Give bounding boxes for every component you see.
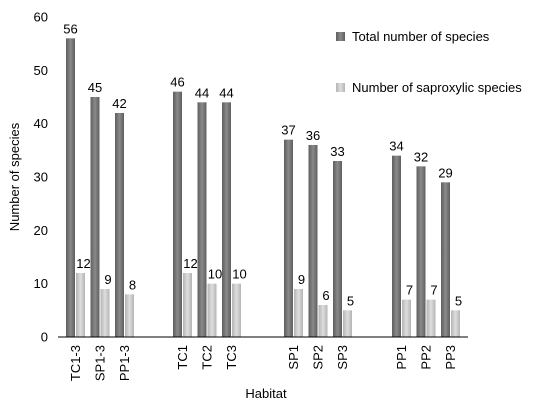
x-tick-label: TC2: [200, 345, 215, 370]
data-label: 42: [112, 96, 126, 111]
bar-saproxylic-tc1-3: [76, 273, 85, 337]
bar-total-sp2: [308, 145, 318, 337]
data-label: 34: [389, 139, 403, 154]
legend-label-saproxylic: Number of saproxylic species: [352, 80, 522, 95]
legend-swatch-total: [336, 32, 345, 41]
bar-saproxylic-sp2: [318, 305, 328, 337]
x-tick-label: TC3: [224, 345, 239, 370]
data-label: 8: [129, 277, 136, 292]
bar-saproxylic-pp1: [402, 299, 411, 337]
bar-total-sp3: [333, 161, 342, 337]
data-label: 6: [322, 288, 329, 303]
data-label: 56: [63, 21, 77, 36]
legend-swatch-saproxylic: [336, 83, 345, 92]
data-label: 32: [414, 149, 428, 164]
legend: Total number of species Number of saprox…: [336, 29, 522, 95]
bar-saproxylic-sp3: [343, 310, 352, 337]
y-tick-label: 30: [34, 170, 48, 185]
y-tick-label: 50: [34, 63, 48, 78]
x-tick-label: SP1: [286, 345, 301, 370]
bar-saproxylic-pp1-3: [125, 294, 134, 337]
data-labels: 56 12 45 9 42 8 46 12 44 10 44 10 37 9 36 6 33 5 34 7 32 7 29 5: [63, 21, 462, 308]
x-tick-label: SP2: [311, 345, 326, 370]
data-label: 9: [104, 272, 111, 287]
bar-total-tc1-3: [66, 38, 75, 337]
x-tick-label: PP1: [394, 345, 409, 370]
x-tick-label: SP1-3: [93, 345, 108, 381]
data-label: 10: [232, 267, 246, 282]
x-tick-label: TC1-3: [68, 345, 83, 381]
bar-total-tc2: [197, 102, 207, 337]
bar-total-pp3: [441, 182, 450, 337]
bar-saproxylic-tc3: [232, 283, 241, 337]
data-label: 7: [430, 283, 437, 298]
data-label: 44: [219, 85, 233, 100]
data-label: 7: [406, 283, 413, 298]
data-label: 46: [170, 75, 184, 90]
bar-total-sp1: [284, 139, 293, 337]
y-tick-label: 40: [34, 116, 48, 131]
bar-total-pp1-3: [115, 113, 124, 337]
y-tick-label: 10: [34, 276, 48, 291]
bar-total-pp1: [392, 155, 401, 337]
data-label: 44: [195, 85, 209, 100]
bar-total-sp1-3: [90, 97, 100, 337]
y-axis-title: Number of species: [7, 122, 22, 231]
bar-total-pp2: [416, 166, 426, 337]
bar-total-tc1: [173, 91, 182, 338]
legend-label-total: Total number of species: [352, 29, 490, 44]
data-label: 37: [281, 123, 295, 138]
data-label: 45: [88, 80, 102, 95]
data-label: 5: [455, 293, 462, 308]
y-tick-label: 60: [34, 10, 48, 25]
data-label: 33: [330, 144, 344, 159]
y-axis-ticks: 0 10 20 30 40 50 60: [34, 10, 48, 345]
bar-saproxylic-sp1-3: [100, 289, 110, 337]
x-tick-label: SP3: [335, 345, 350, 370]
y-tick-label: 0: [41, 330, 48, 345]
bar-saproxylic-tc1: [183, 273, 192, 337]
x-tick-label: TC1: [175, 345, 190, 370]
y-tick-label: 20: [34, 223, 48, 238]
x-tick-label: PP2: [419, 345, 434, 370]
data-label: 5: [347, 293, 354, 308]
data-label: 12: [76, 256, 90, 271]
data-label: 10: [208, 267, 222, 282]
bars: [66, 38, 460, 338]
bar-saproxylic-tc2: [207, 283, 217, 337]
data-label: 29: [438, 165, 452, 180]
data-label: 12: [183, 256, 197, 271]
x-tick-label: PP3: [443, 345, 458, 370]
data-label: 36: [306, 128, 320, 143]
x-axis-ticks: TC1-3 SP1-3 PP1-3 TC1 TC2 TC3 SP1 SP2 SP3 PP1 PP2 P…: [68, 345, 458, 381]
bar-total-tc3: [222, 102, 231, 337]
bar-saproxylic-pp3: [451, 310, 460, 337]
data-label: 9: [298, 272, 305, 287]
x-tick-label: PP1-3: [117, 345, 132, 381]
bar-saproxylic-sp1: [294, 289, 303, 337]
x-axis-title: Habitat: [245, 386, 287, 401]
bar-saproxylic-pp2: [426, 299, 436, 337]
